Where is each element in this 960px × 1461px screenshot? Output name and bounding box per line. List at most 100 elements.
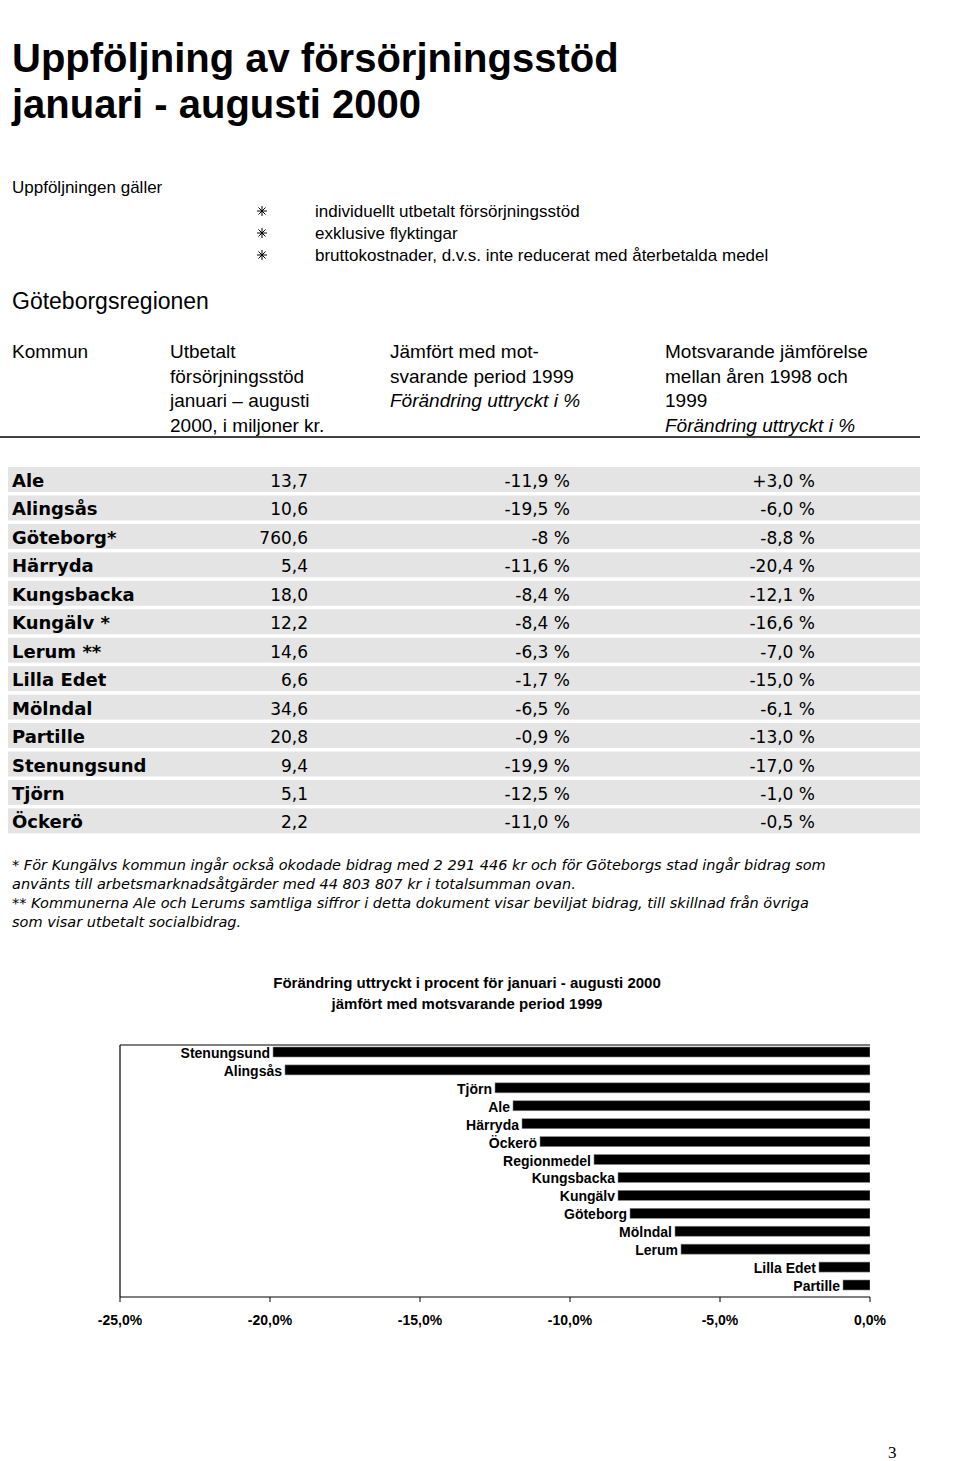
intro: Uppföljningen gäller bbox=[12, 178, 163, 197]
tick-label: -10,0% bbox=[548, 1312, 593, 1328]
chart-title: Förändring uttryckt i procent för januar… bbox=[273, 974, 661, 991]
cell: 10,6 bbox=[270, 499, 308, 519]
cell: -1,0 % bbox=[760, 784, 815, 804]
bullet-stroke bbox=[258, 207, 265, 214]
row-label: Lilla Edet bbox=[12, 669, 107, 690]
cell: -1,7 % bbox=[515, 670, 570, 690]
bar bbox=[843, 1280, 870, 1290]
column-header: Jämfört med mot- bbox=[390, 341, 539, 362]
bar bbox=[675, 1226, 870, 1236]
cell: 9,4 bbox=[281, 756, 308, 776]
bar bbox=[681, 1244, 870, 1254]
tick-label: -15,0% bbox=[398, 1312, 443, 1328]
cell: -17,0 % bbox=[749, 756, 815, 776]
row-label: Tjörn bbox=[12, 783, 65, 804]
cell: -11,9 % bbox=[504, 471, 570, 491]
row-label: Kungälv * bbox=[12, 612, 110, 633]
cell: -13,0 % bbox=[749, 727, 815, 747]
bullet-stroke bbox=[258, 229, 265, 236]
region-heading: Göteborgsregionen bbox=[12, 288, 209, 314]
header-rule bbox=[0, 436, 920, 438]
cell: -6,5 % bbox=[515, 699, 570, 719]
row-band bbox=[8, 524, 920, 549]
tick-mark bbox=[570, 1297, 571, 1302]
row-label: Öckerö bbox=[12, 811, 83, 832]
row-band bbox=[8, 495, 920, 520]
category-label: Alingsås bbox=[224, 1063, 283, 1079]
column-header: mellan åren 1998 och bbox=[665, 366, 848, 387]
tick-label: 0,0% bbox=[854, 1312, 886, 1328]
cell: 5,1 bbox=[281, 784, 308, 804]
category-label: Mölndal bbox=[619, 1224, 672, 1240]
page-number: 3 bbox=[888, 1443, 897, 1461]
row-label: Stenungsund bbox=[12, 755, 146, 776]
page: Uppföljning av försörjningsstödjanuari -… bbox=[0, 0, 960, 1461]
bar bbox=[273, 1047, 870, 1057]
cell: -15,0 % bbox=[749, 670, 815, 690]
bullet-icon bbox=[257, 250, 267, 260]
cell: 760,6 bbox=[259, 528, 308, 548]
cell: -6,1 % bbox=[760, 699, 815, 719]
footnote: * För Kungälvs kommun ingår också okodad… bbox=[12, 857, 826, 873]
category-label: Kungsbacka bbox=[532, 1170, 615, 1186]
bars bbox=[273, 1047, 870, 1290]
bar bbox=[540, 1137, 870, 1147]
bullet-icon bbox=[257, 206, 267, 216]
row-band bbox=[8, 581, 920, 606]
cell: -11,6 % bbox=[504, 556, 570, 576]
plot-frame bbox=[119, 1045, 120, 1297]
category-label: Lerum bbox=[635, 1242, 678, 1258]
cell: -19,9 % bbox=[504, 756, 570, 776]
column-header: Motsvarande jämförelse bbox=[665, 341, 868, 362]
category-label: Stenungsund bbox=[181, 1045, 270, 1061]
category-label: Lilla Edet bbox=[754, 1260, 817, 1276]
category-label: Ale bbox=[488, 1099, 510, 1115]
bar bbox=[819, 1262, 870, 1272]
category-label: Härryda bbox=[466, 1117, 519, 1133]
cell: -0,5 % bbox=[760, 812, 815, 832]
row-label: Härryda bbox=[12, 555, 94, 576]
cell: -6,0 % bbox=[760, 499, 815, 519]
column-header: svarande period 1999 bbox=[390, 366, 574, 387]
row-label: Ale bbox=[12, 470, 44, 491]
cell: 2,2 bbox=[281, 812, 308, 832]
bar bbox=[522, 1119, 870, 1129]
cell: -0,9 % bbox=[515, 727, 570, 747]
row-label: Partille bbox=[12, 726, 85, 747]
bar bbox=[618, 1172, 870, 1182]
bar bbox=[594, 1155, 870, 1165]
cell: -8,8 % bbox=[760, 528, 815, 548]
tick-mark bbox=[120, 1297, 121, 1302]
cell: 13,7 bbox=[270, 471, 308, 491]
cell: -8,4 % bbox=[515, 613, 570, 633]
bullet-stroke bbox=[258, 251, 265, 258]
column-header: försörjningsstöd bbox=[170, 366, 304, 387]
cell: 34,6 bbox=[270, 699, 308, 719]
row-label: Göteborg* bbox=[12, 527, 117, 548]
row-band bbox=[8, 808, 920, 833]
bullet-icon bbox=[257, 228, 267, 238]
row-band bbox=[8, 752, 920, 777]
row-band bbox=[8, 666, 920, 691]
category-label: Göteborg bbox=[564, 1206, 627, 1222]
category-label: Partille bbox=[793, 1278, 840, 1294]
cell: -12,1 % bbox=[749, 585, 815, 605]
row-label: Alingsås bbox=[12, 498, 98, 519]
cell: -8,4 % bbox=[515, 585, 570, 605]
column-header: Utbetalt bbox=[170, 341, 236, 362]
title: januari - augusti 2000 bbox=[11, 82, 421, 126]
tick-mark bbox=[870, 1297, 871, 1302]
cell: -11,0 % bbox=[504, 812, 570, 832]
tick-label: -20,0% bbox=[248, 1312, 293, 1328]
cell: 14,6 bbox=[270, 642, 308, 662]
column-header: januari – augusti bbox=[169, 390, 309, 411]
row-band bbox=[8, 467, 920, 492]
bar bbox=[495, 1083, 870, 1093]
bar bbox=[630, 1208, 870, 1218]
cell: -12,5 % bbox=[504, 784, 570, 804]
cell: -8 % bbox=[531, 528, 570, 548]
footnote: som visar utbetalt socialbidrag. bbox=[12, 914, 241, 930]
row-band bbox=[8, 723, 920, 748]
category-label: Kungälv bbox=[560, 1188, 615, 1204]
row-band bbox=[8, 780, 920, 805]
